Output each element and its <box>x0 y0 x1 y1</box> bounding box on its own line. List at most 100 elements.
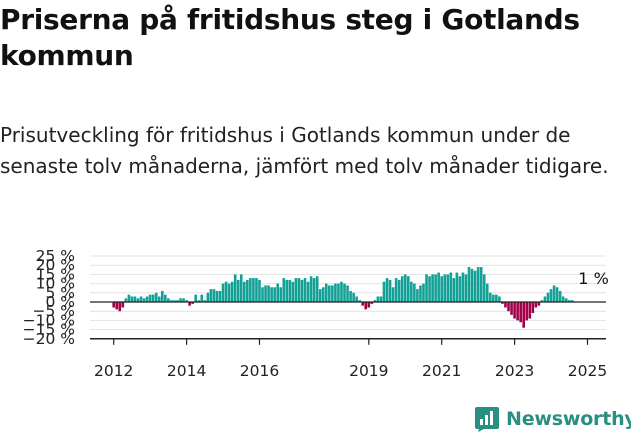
bar <box>203 300 207 302</box>
bar <box>145 296 149 302</box>
bar <box>215 290 219 302</box>
bar <box>252 278 255 302</box>
bar <box>394 278 398 302</box>
bar <box>279 287 283 302</box>
bar <box>261 287 264 302</box>
bar <box>139 296 143 302</box>
bar <box>449 272 453 302</box>
bar <box>510 302 513 315</box>
bar <box>391 287 395 302</box>
y-tick-label: 5 % <box>45 284 75 302</box>
bar <box>555 287 559 302</box>
bar <box>504 302 507 308</box>
bar <box>464 274 468 302</box>
bar <box>382 281 386 302</box>
bar <box>194 294 197 302</box>
bar <box>388 279 392 302</box>
bar <box>115 302 119 310</box>
bar <box>343 283 346 302</box>
bar <box>242 281 246 302</box>
bar <box>355 296 358 302</box>
bar <box>255 278 258 302</box>
bar <box>461 272 465 302</box>
bar <box>525 302 529 321</box>
x-tick-label: 2025 <box>568 362 607 380</box>
bar <box>334 283 337 302</box>
bar <box>443 274 447 302</box>
bar <box>413 283 416 302</box>
bar <box>273 287 276 302</box>
bar <box>549 289 553 302</box>
bar <box>428 276 431 302</box>
bar <box>482 274 486 302</box>
bar <box>276 283 279 302</box>
bar <box>267 285 270 302</box>
bar <box>531 302 535 314</box>
bar <box>373 300 377 302</box>
bar <box>179 298 182 302</box>
bar <box>249 278 252 302</box>
bar <box>318 289 322 302</box>
bar <box>516 302 519 321</box>
bar <box>130 296 134 302</box>
y-tick-label: 15 % <box>36 265 75 283</box>
bar <box>446 274 450 302</box>
bar <box>564 298 568 302</box>
page-subtitle: Prisutveckling för fritidshus i Gotlands… <box>0 123 609 178</box>
bar <box>142 298 146 302</box>
y-tick-label: 25 % <box>36 247 75 265</box>
bar <box>440 276 443 302</box>
y-tick-label: −15 % <box>23 321 75 339</box>
bar <box>206 292 210 302</box>
bar <box>124 298 128 302</box>
bar <box>164 294 167 302</box>
y-tick-label: 0 % <box>45 293 75 311</box>
bar <box>422 283 425 302</box>
bar <box>467 267 471 302</box>
bar <box>200 294 204 302</box>
bar <box>452 278 456 302</box>
bar <box>352 292 355 302</box>
bar <box>233 274 237 302</box>
bar <box>227 283 231 302</box>
bar <box>212 289 216 302</box>
bar <box>294 278 298 302</box>
bar <box>570 300 574 302</box>
price-change-chart: −20 %−15 %−10 %−5 %0 %5 %10 %15 %20 %25 … <box>23 247 609 380</box>
newsworthy-logo-icon <box>475 407 499 432</box>
bar <box>151 294 155 302</box>
bar <box>312 278 316 302</box>
bar <box>239 274 243 302</box>
y-tick-label: −5 % <box>32 302 75 320</box>
bar <box>303 278 307 302</box>
bar <box>558 290 562 302</box>
bar <box>127 294 131 302</box>
bar <box>176 300 179 302</box>
page-title: Priserna på fritidshus steg i Gotlands k… <box>0 3 580 72</box>
bar <box>160 290 164 302</box>
bar <box>431 274 434 302</box>
bar <box>173 300 176 302</box>
last-value-annotation: 1 % <box>578 269 608 288</box>
newsworthy-logo: Newsworthy <box>474 406 631 432</box>
bar <box>425 274 428 302</box>
bar <box>501 302 504 304</box>
bar <box>519 302 522 323</box>
bar <box>540 300 544 302</box>
bar <box>154 292 158 302</box>
bar <box>410 281 413 302</box>
bar <box>476 267 480 302</box>
x-tick-label: 2019 <box>349 362 388 380</box>
bar <box>522 302 525 328</box>
bar <box>282 278 286 302</box>
y-tick-label: 10 % <box>36 275 75 293</box>
bar <box>218 290 222 302</box>
bar <box>479 267 483 302</box>
bar <box>455 272 459 302</box>
bar <box>300 279 304 302</box>
bar <box>561 296 565 302</box>
x-tick-label: 2016 <box>240 362 279 380</box>
bar <box>546 292 550 302</box>
bar <box>513 302 516 319</box>
bar <box>361 302 365 306</box>
